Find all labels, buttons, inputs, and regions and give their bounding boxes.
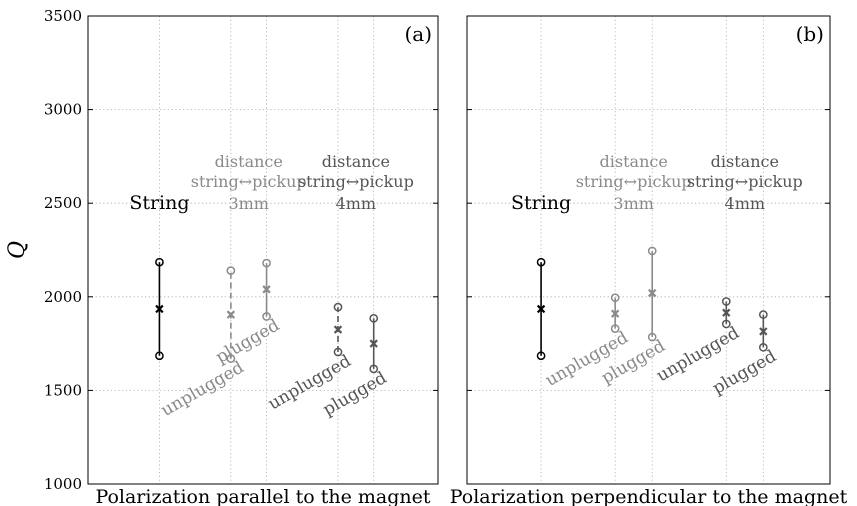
y-tick-label: 2500 xyxy=(44,194,82,212)
y-tick-label: 2000 xyxy=(44,288,82,306)
upper-bound-marker xyxy=(647,246,657,256)
lower-bound-marker xyxy=(647,332,657,342)
group-title: string↔pickup xyxy=(576,172,692,191)
data-point-series: plugged xyxy=(709,310,780,399)
mean-marker xyxy=(262,285,271,294)
mean-marker xyxy=(155,304,164,314)
group-title: 3mm xyxy=(613,194,654,213)
plot-frame xyxy=(466,15,831,485)
lower-bound-marker xyxy=(155,351,164,361)
y-tick-label: 1500 xyxy=(44,381,82,399)
y-axis-label: Q xyxy=(5,241,30,259)
mean-marker-stroke xyxy=(722,308,731,317)
panel-label: (a) xyxy=(404,22,432,46)
lower-bound-marker xyxy=(369,364,379,374)
mean-marker-stroke xyxy=(333,325,343,334)
panel-a: 1000 1500 2000 2500 3000 3500 Q Polarization pa… xyxy=(5,7,439,506)
lower-bound-marker xyxy=(333,347,343,357)
group-title: String xyxy=(129,192,189,214)
upper-bound-marker xyxy=(369,313,379,323)
group-title: string↔pickup xyxy=(298,172,414,191)
mean-marker-stroke xyxy=(610,309,620,318)
y-tick-label: 1000 xyxy=(44,475,82,493)
mean-marker xyxy=(226,310,236,319)
data-point-series xyxy=(536,257,546,361)
panel-label: (b) xyxy=(796,22,824,46)
x-axis-label: Polarization perpendicular to the magnet xyxy=(450,486,848,506)
mean-marker xyxy=(722,308,731,317)
group-title: 4mm xyxy=(725,194,766,213)
mean-marker xyxy=(648,288,657,298)
data-point-series xyxy=(155,257,164,361)
y-tick-label: 3500 xyxy=(44,7,82,25)
group-title: string↔pickup xyxy=(191,172,307,191)
condition-label: unplugged xyxy=(158,358,248,421)
upper-bound-marker xyxy=(610,293,620,303)
plot-frame xyxy=(87,15,439,485)
lower-bound-marker xyxy=(536,351,546,361)
condition-label: plugged xyxy=(709,346,780,398)
group-title: distance xyxy=(711,152,779,171)
mean-marker xyxy=(610,309,620,318)
mean-marker-stroke xyxy=(262,285,271,294)
mean-marker xyxy=(536,304,546,314)
mean-marker-stroke xyxy=(536,304,546,314)
mean-marker-stroke xyxy=(369,339,378,348)
mean-marker-stroke xyxy=(155,304,164,314)
group-title: 3mm xyxy=(228,194,269,213)
x-axis-label: Polarization parallel to the magnet xyxy=(95,486,430,506)
upper-bound-marker xyxy=(333,302,343,312)
upper-bound-marker xyxy=(758,310,768,319)
mean-marker xyxy=(759,327,768,336)
condition-label: plugged xyxy=(212,315,283,367)
group-title: distance xyxy=(600,152,668,171)
upper-bound-marker xyxy=(226,266,236,275)
upper-bound-marker xyxy=(262,258,271,268)
y-tick-label: 3000 xyxy=(44,101,82,119)
mean-marker-stroke xyxy=(226,310,236,319)
mean-marker-stroke xyxy=(648,288,657,298)
lower-bound-marker xyxy=(226,354,236,363)
lower-bound-marker xyxy=(262,312,271,321)
panel-b: Polarization perpendicular to the magnet… xyxy=(450,15,848,506)
group-title: distance xyxy=(322,152,390,171)
mean-marker xyxy=(369,339,378,348)
lower-bound-marker xyxy=(758,342,768,352)
lower-bound-marker xyxy=(610,324,620,333)
group-title: distance xyxy=(215,152,283,171)
group-title: 4mm xyxy=(336,194,377,213)
upper-bound-marker xyxy=(721,297,731,306)
group-title: string↔pickup xyxy=(687,172,803,191)
upper-bound-marker xyxy=(536,257,546,267)
group-title: String xyxy=(511,192,571,214)
data-point-series: plugged xyxy=(212,258,283,368)
mean-marker-stroke xyxy=(759,327,768,336)
upper-bound-marker xyxy=(155,257,164,267)
mean-marker xyxy=(333,325,343,334)
lower-bound-marker xyxy=(721,319,731,329)
